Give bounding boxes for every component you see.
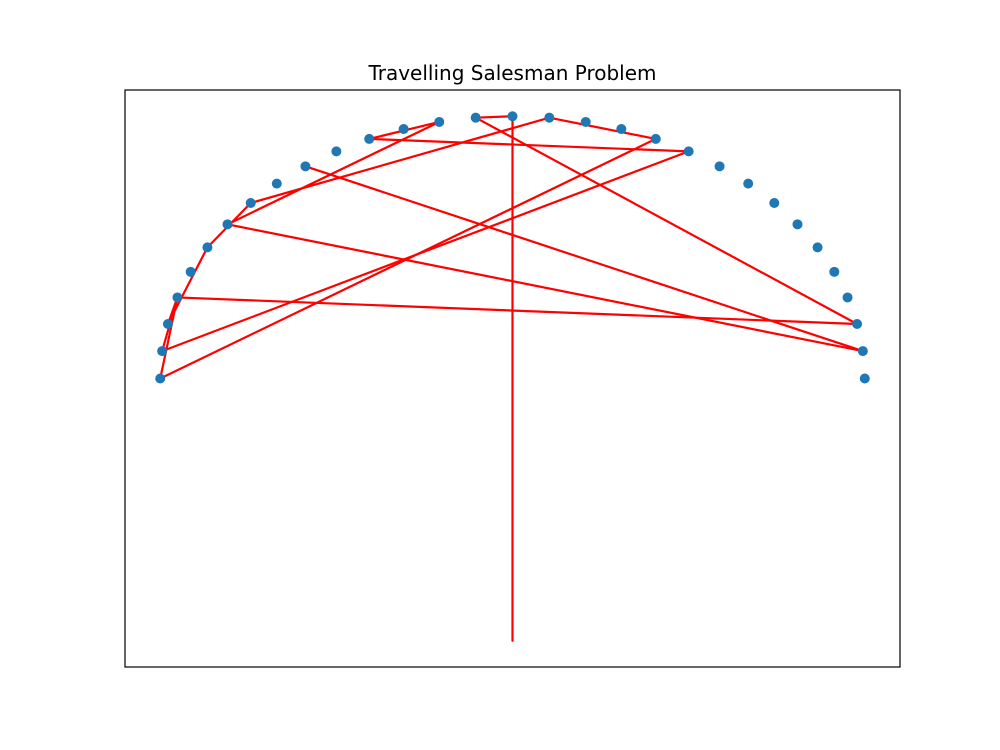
city-point-17 <box>434 116 445 127</box>
tour-edge-14 <box>176 296 859 326</box>
city-point-26 <box>185 266 196 277</box>
tour-edge-13 <box>159 296 179 380</box>
city-point-7 <box>769 198 780 209</box>
city-point-25 <box>202 242 213 253</box>
city-point-16 <box>470 112 481 123</box>
tour-edge-10 <box>249 116 551 205</box>
city-point-22 <box>271 178 282 189</box>
city-point-19 <box>364 133 375 144</box>
city-point-29 <box>157 346 168 357</box>
city-point-30 <box>155 373 166 384</box>
city-point-8 <box>743 178 754 189</box>
city-point-1 <box>857 346 868 357</box>
tour-edge-16 <box>474 115 514 119</box>
city-point-21 <box>300 161 311 172</box>
city-points <box>155 111 870 384</box>
city-point-12 <box>616 124 627 135</box>
city-point-11 <box>650 133 661 144</box>
tour-edge-11 <box>548 116 657 141</box>
plot-area-frame <box>124 89 901 668</box>
tour-edge-12 <box>159 137 657 380</box>
city-point-9 <box>714 161 725 172</box>
city-point-27 <box>172 292 183 303</box>
tour-edge-2 <box>226 120 441 226</box>
city-point-10 <box>683 146 694 157</box>
city-point-14 <box>544 112 555 123</box>
city-point-18 <box>398 124 409 135</box>
city-point-2 <box>852 318 863 329</box>
city-point-20 <box>331 146 342 157</box>
city-point-24 <box>222 219 233 230</box>
city-point-5 <box>812 242 823 253</box>
chart-title: Travelling Salesman Problem <box>367 61 656 85</box>
city-point-6 <box>792 219 803 230</box>
city-point-13 <box>580 116 591 127</box>
city-point-4 <box>829 266 840 277</box>
tour-edge-15 <box>474 116 859 326</box>
city-point-28 <box>162 318 173 329</box>
tour-path <box>159 115 864 642</box>
city-point-23 <box>245 198 256 209</box>
city-point-0 <box>859 373 870 384</box>
city-point-3 <box>842 292 853 303</box>
city-point-15 <box>507 111 518 122</box>
tour-edge-1 <box>226 223 864 353</box>
